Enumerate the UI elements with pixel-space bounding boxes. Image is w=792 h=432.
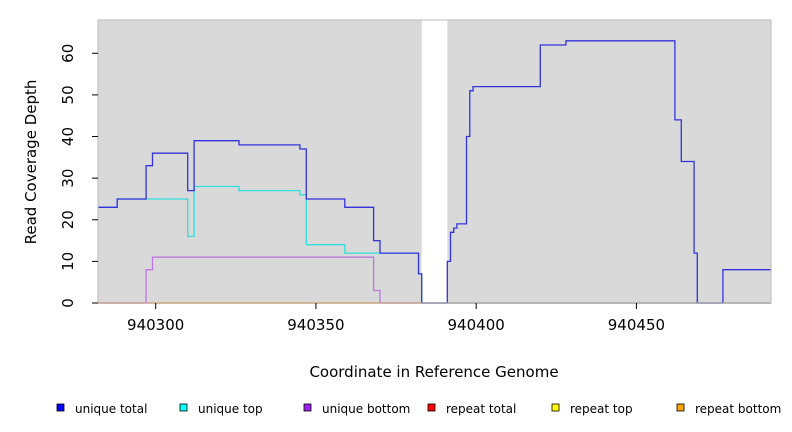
legend-swatch bbox=[427, 403, 436, 412]
x-tick-label: 940400 bbox=[448, 316, 505, 334]
x-axis: 940300 940350 940400 940450 bbox=[127, 303, 665, 334]
legend-swatch bbox=[551, 403, 560, 412]
x-tick-label: 940350 bbox=[287, 316, 344, 334]
legend-item-unique-bottom: unique bottom bbox=[303, 402, 410, 416]
legend-swatch bbox=[303, 403, 312, 412]
x-tick-label: 940450 bbox=[608, 316, 665, 334]
y-axis-title: Read Coverage Depth bbox=[22, 80, 40, 245]
y-tick-label: 10 bbox=[59, 252, 77, 271]
y-tick-label: 0 bbox=[59, 298, 77, 308]
x-axis-title: Coordinate in Reference Genome bbox=[309, 363, 558, 381]
legend-label: repeat total bbox=[446, 402, 516, 416]
legend-item-repeat-total: repeat total bbox=[427, 402, 516, 416]
legend-item-unique-total: unique total bbox=[56, 402, 147, 416]
legend-item-repeat-bottom: repeat bottom bbox=[676, 402, 781, 416]
plot-background bbox=[98, 20, 771, 303]
legend-label: unique total bbox=[75, 402, 147, 416]
legend-item-unique-top: unique top bbox=[179, 402, 263, 416]
x-tick-label: 940300 bbox=[127, 316, 184, 334]
legend-swatch bbox=[56, 403, 65, 412]
legend-swatch bbox=[676, 403, 685, 412]
y-tick-label: 30 bbox=[59, 169, 77, 188]
legend: unique total unique top unique bottom repea… bbox=[56, 402, 781, 416]
plot-border bbox=[97, 19, 772, 304]
plot-frame bbox=[97, 19, 772, 304]
series-line-unique-bottom bbox=[98, 256, 771, 304]
legend-label: unique top bbox=[198, 402, 263, 416]
legend-label: unique bottom bbox=[322, 402, 410, 416]
y-tick-label: 60 bbox=[59, 44, 77, 63]
y-tick-label: 40 bbox=[59, 127, 77, 146]
plot-bg-right bbox=[447, 20, 771, 303]
legend-item-repeat-top: repeat top bbox=[551, 402, 633, 416]
legend-label: repeat top bbox=[570, 402, 633, 416]
y-tick-label: 20 bbox=[59, 210, 77, 229]
y-tick-label: 50 bbox=[59, 85, 77, 104]
legend-swatch bbox=[179, 403, 188, 412]
legend-label: repeat bottom bbox=[695, 402, 781, 416]
y-axis: 0 10 20 30 40 50 60 bbox=[59, 44, 98, 308]
